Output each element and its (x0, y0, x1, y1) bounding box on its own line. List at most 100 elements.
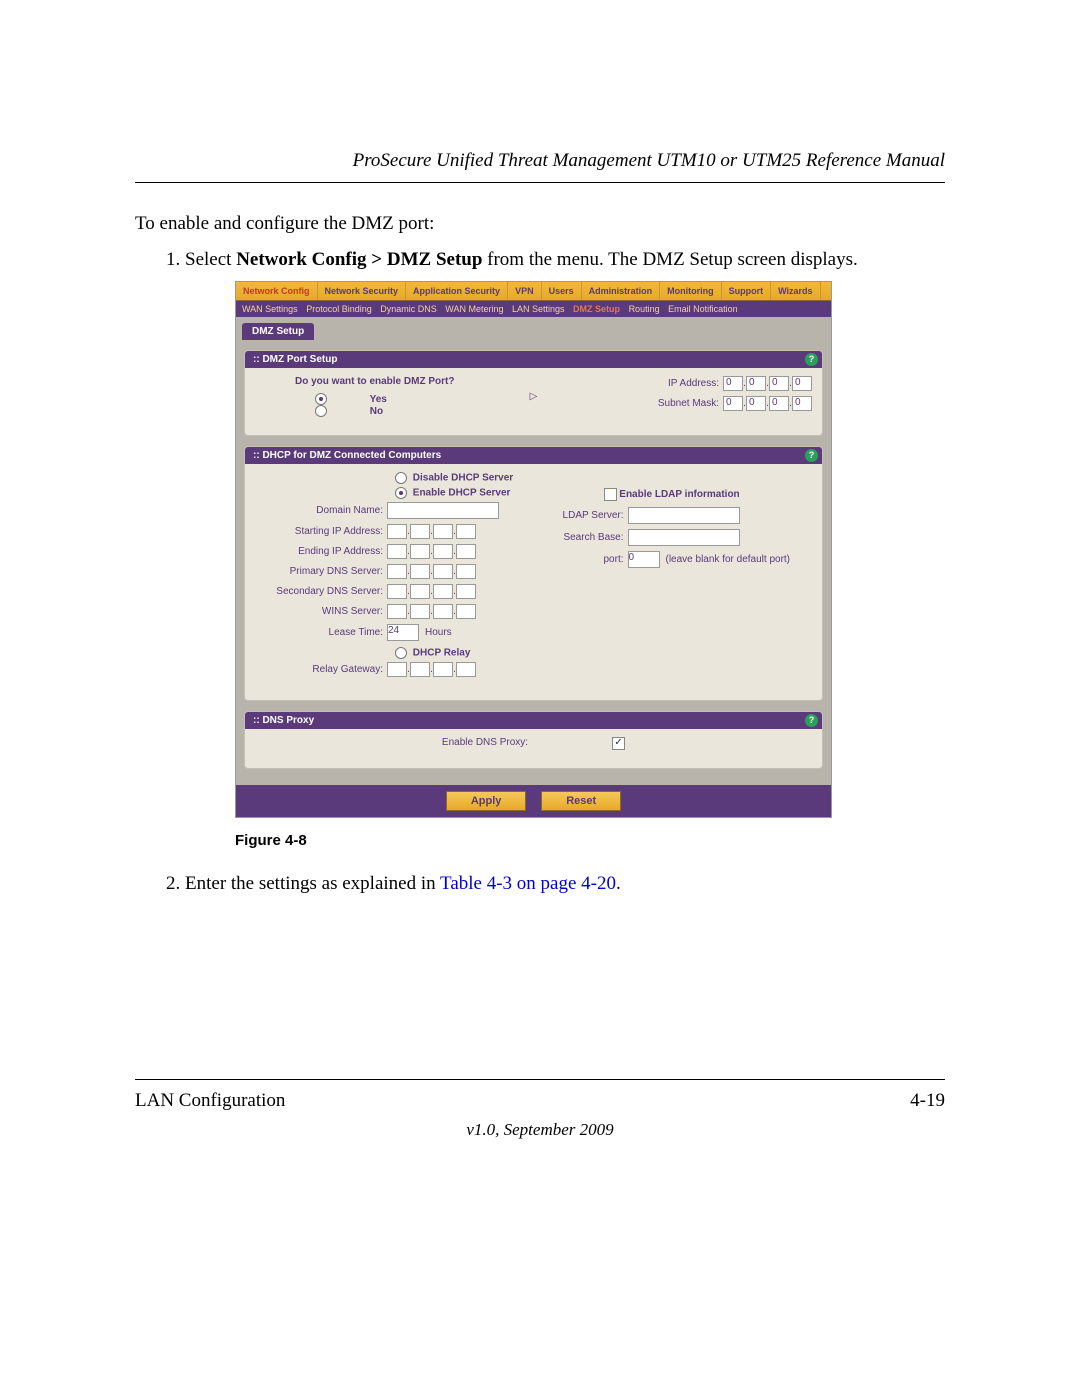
menu-support[interactable]: Support (722, 282, 772, 300)
search-base-input[interactable] (628, 529, 740, 546)
menu-monitoring[interactable]: Monitoring (660, 282, 722, 300)
start-4[interactable] (456, 524, 476, 539)
start-1[interactable] (387, 524, 407, 539)
domain-label: Domain Name: (255, 505, 383, 516)
figure-caption: Figure 4-8 (235, 832, 945, 849)
pdns-2[interactable] (410, 564, 430, 579)
radio-dhcp-relay[interactable]: DHCP Relay (395, 647, 524, 659)
lease-label: Lease Time: (255, 627, 383, 638)
ip-oct1[interactable]: 0 (723, 376, 743, 391)
no-label: No (370, 406, 383, 417)
dns-head: :: DNS Proxy ? (245, 712, 822, 729)
sub-dmz[interactable]: DMZ Setup (573, 304, 620, 314)
ldap-server-input[interactable] (628, 507, 740, 524)
help-icon[interactable]: ? (805, 353, 818, 366)
button-bar: Apply Reset (236, 785, 831, 817)
wins-1[interactable] (387, 604, 407, 619)
radio-yes[interactable]: Yes (315, 394, 427, 405)
mask-oct4[interactable]: 0 (792, 396, 812, 411)
reset-button[interactable]: Reset (541, 791, 621, 811)
ip-oct2[interactable]: 0 (746, 376, 766, 391)
rg-2[interactable] (410, 662, 430, 677)
start-label: Starting IP Address: (255, 526, 383, 537)
search-base-label: Search Base: (544, 532, 624, 543)
sub-protocol[interactable]: Protocol Binding (306, 304, 372, 314)
end-1[interactable] (387, 544, 407, 559)
divider-icon: ▷ (529, 376, 539, 417)
sdns-3[interactable] (433, 584, 453, 599)
menu-vpn[interactable]: VPN (508, 282, 542, 300)
mask-oct1[interactable]: 0 (723, 396, 743, 411)
ip-oct4[interactable]: 0 (792, 376, 812, 391)
dmz-tab[interactable]: DMZ Setup (242, 323, 314, 340)
menu-users[interactable]: Users (542, 282, 582, 300)
dns-title: DNS Proxy (262, 715, 314, 726)
radio-disable-dhcp[interactable]: Disable DHCP Server (395, 472, 524, 484)
pdns-3[interactable] (433, 564, 453, 579)
port-input[interactable]: 0 (628, 551, 660, 568)
menu-wizards[interactable]: Wizards (771, 282, 820, 300)
end-2[interactable] (410, 544, 430, 559)
footer-right: 4-19 (910, 1090, 945, 1112)
pdns-4[interactable] (456, 564, 476, 579)
menu-administration[interactable]: Administration (582, 282, 661, 300)
mask-label: Subnet Mask: (599, 398, 719, 409)
enable-dmz-question: Do you want to enable DMZ Port? (295, 376, 509, 387)
rg-3[interactable] (433, 662, 453, 677)
hours-label: Hours (425, 627, 452, 638)
domain-input[interactable] (387, 502, 499, 519)
port-hint: (leave blank for default port) (666, 554, 791, 565)
step-1: Select Network Config > DMZ Setup from t… (185, 249, 945, 849)
disable-dhcp-label: Disable DHCP Server (413, 473, 513, 484)
apply-button[interactable]: Apply (446, 791, 527, 811)
help-icon[interactable]: ? (805, 714, 818, 727)
ip-oct3[interactable]: 0 (769, 376, 789, 391)
sub-routing[interactable]: Routing (629, 304, 660, 314)
dns-proxy-checkbox[interactable] (612, 737, 625, 750)
end-4[interactable] (456, 544, 476, 559)
step1-prefix: Select (185, 249, 236, 270)
sub-lan[interactable]: LAN Settings (512, 304, 565, 314)
relay-label: DHCP Relay (413, 648, 471, 659)
main-menu: Network Config Network Security Applicat… (236, 282, 831, 301)
radio-enable-dhcp[interactable]: Enable DHCP Server (395, 487, 524, 499)
rg-4[interactable] (456, 662, 476, 677)
sdns-1[interactable] (387, 584, 407, 599)
menu-network-config[interactable]: Network Config (236, 282, 318, 300)
help-icon[interactable]: ? (805, 449, 818, 462)
wins-label: WINS Server: (255, 606, 383, 617)
menu-application-security[interactable]: Application Security (406, 282, 508, 300)
start-3[interactable] (433, 524, 453, 539)
relaygw-label: Relay Gateway: (255, 664, 383, 675)
sub-metering[interactable]: WAN Metering (445, 304, 503, 314)
yes-label: Yes (370, 394, 387, 405)
dns-proxy-label: Enable DNS Proxy: (442, 737, 528, 750)
sub-wan[interactable]: WAN Settings (242, 304, 298, 314)
sub-ddns[interactable]: Dynamic DNS (380, 304, 437, 314)
sub-menu: WAN Settings Protocol Binding Dynamic DN… (236, 301, 831, 317)
menu-network-security[interactable]: Network Security (318, 282, 407, 300)
footer-left: LAN Configuration (135, 1090, 285, 1112)
end-3[interactable] (433, 544, 453, 559)
lease-input[interactable]: 24 (387, 624, 419, 641)
step-2: Enter the settings as explained in Table… (185, 873, 945, 895)
ldap-server-label: LDAP Server: (544, 510, 624, 521)
table-link[interactable]: Table 4-3 on page 4-20 (440, 873, 616, 894)
mask-oct2[interactable]: 0 (746, 396, 766, 411)
sdns-4[interactable] (456, 584, 476, 599)
wins-3[interactable] (433, 604, 453, 619)
intro-text: To enable and configure the DMZ port: (135, 213, 945, 235)
footer-rule (135, 1079, 945, 1080)
pdns-1[interactable] (387, 564, 407, 579)
ldap-checkbox-row[interactable]: Enable LDAP information (604, 488, 813, 501)
step2-prefix: Enter the settings as explained in (185, 873, 440, 894)
start-2[interactable] (410, 524, 430, 539)
mask-oct3[interactable]: 0 (769, 396, 789, 411)
wins-4[interactable] (456, 604, 476, 619)
sdns-2[interactable] (410, 584, 430, 599)
ip-label: IP Address: (599, 378, 719, 389)
wins-2[interactable] (410, 604, 430, 619)
sub-email[interactable]: Email Notification (668, 304, 738, 314)
radio-no[interactable]: No (315, 406, 423, 417)
rg-1[interactable] (387, 662, 407, 677)
